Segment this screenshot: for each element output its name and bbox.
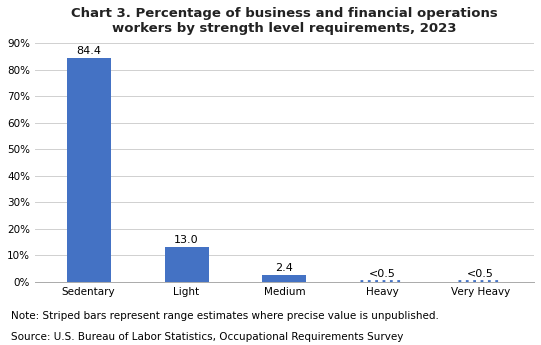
Bar <box>164 247 209 282</box>
Text: Note: Striped bars represent range estimates where precise value is unpublished.: Note: Striped bars represent range estim… <box>11 311 439 321</box>
Text: 2.4: 2.4 <box>275 263 293 273</box>
Bar <box>458 281 502 282</box>
Text: <0.5: <0.5 <box>369 269 396 279</box>
Text: <0.5: <0.5 <box>467 269 493 279</box>
Bar <box>360 281 404 282</box>
Text: 13.0: 13.0 <box>174 235 199 245</box>
Text: Source: U.S. Bureau of Labor Statistics, Occupational Requirements Survey: Source: U.S. Bureau of Labor Statistics,… <box>11 332 403 342</box>
Title: Chart 3. Percentage of business and financial operations
workers by strength lev: Chart 3. Percentage of business and fina… <box>71 7 498 35</box>
Bar <box>67 58 111 282</box>
Text: 84.4: 84.4 <box>76 46 101 56</box>
Bar <box>262 275 306 282</box>
